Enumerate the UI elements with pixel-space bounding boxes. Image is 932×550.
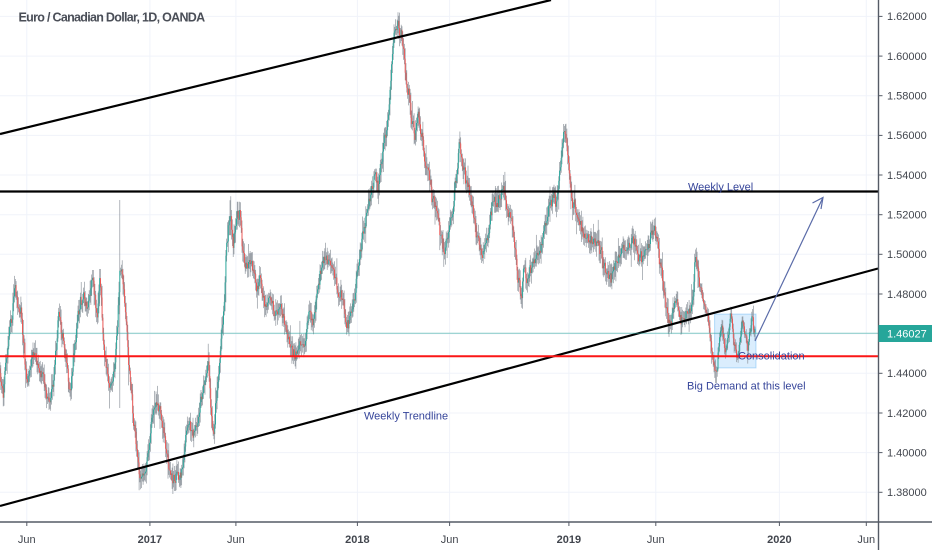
svg-text:1.58000: 1.58000 [887,91,927,103]
svg-text:1.46027: 1.46027 [887,329,927,341]
svg-text:Big Demand at this level: Big Demand at this level [687,381,806,393]
svg-text:1.48000: 1.48000 [887,289,927,301]
svg-text:2020: 2020 [767,534,791,546]
svg-text:1.38000: 1.38000 [887,487,927,499]
svg-text:1.62000: 1.62000 [887,11,927,23]
svg-text:2019: 2019 [557,534,581,546]
svg-text:Euro / Canadian Dollar, 1D, OA: Euro / Canadian Dollar, 1D, OANDA [19,11,206,25]
svg-text:1.60000: 1.60000 [887,51,927,63]
svg-text:2017: 2017 [138,534,162,546]
svg-text:1.50000: 1.50000 [887,249,927,261]
svg-text:1.40000: 1.40000 [887,447,927,459]
svg-text:1.42000: 1.42000 [887,408,927,420]
svg-text:Jun: Jun [647,534,665,546]
svg-text:Weekly Trendline: Weekly Trendline [364,411,448,423]
svg-text:Jun: Jun [18,534,36,546]
svg-text:1.54000: 1.54000 [887,170,927,182]
svg-text:Consolidation: Consolidation [738,351,805,363]
svg-text:1.56000: 1.56000 [887,130,927,142]
svg-text:Jun: Jun [857,534,875,546]
svg-text:1.52000: 1.52000 [887,210,927,222]
svg-text:Jun: Jun [441,534,459,546]
svg-text:Jun: Jun [227,534,245,546]
svg-text:1.44000: 1.44000 [887,368,927,380]
svg-text:Weekly Level: Weekly Level [688,182,753,194]
svg-text:2018: 2018 [345,534,369,546]
